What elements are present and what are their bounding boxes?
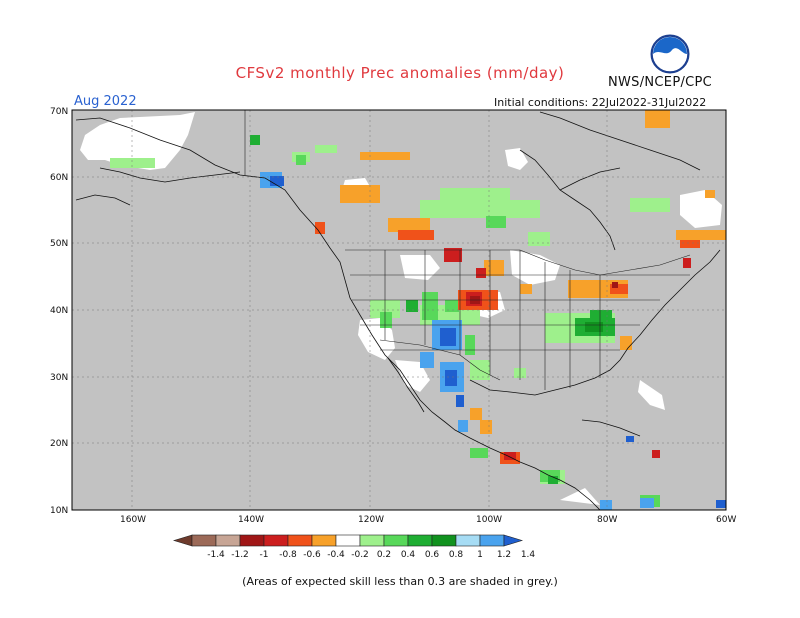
colorbar-swatch [215, 534, 241, 547]
colorbar-swatch [263, 534, 289, 547]
lat-label-10n: 10N [50, 506, 68, 516]
colorbar-arrow-right [503, 534, 524, 547]
colorbar-label: 1.2 [497, 550, 511, 560]
lon-label-80w: 80W [597, 515, 617, 525]
colorbar-label: 0.6 [425, 550, 440, 560]
initial-conditions: Initial conditions: 22Jul2022-31Jul2022 [494, 96, 707, 109]
colorbar-label: 0.2 [377, 550, 391, 560]
skill-footnote: (Areas of expected skill less than 0.3 a… [242, 575, 558, 588]
lon-label-140w: 140W [238, 515, 264, 525]
map-content [72, 110, 726, 510]
longitude-labels: 160W 140W 120W 100W 80W 60W [120, 515, 736, 525]
lat-label-20n: 20N [50, 439, 68, 449]
colorbar-swatch [287, 534, 313, 547]
colorbar-swatch [359, 534, 385, 547]
colorbar-swatch [455, 534, 481, 547]
political-boundaries [244, 110, 691, 390]
latitude-labels: 70N 60N 50N 40N 30N 20N 10N [50, 107, 68, 516]
colorbar-swatch [431, 534, 457, 547]
lon-label-160w: 160W [120, 515, 146, 525]
map-frame [71, 109, 727, 511]
colorbar-label: -1.4 [207, 550, 225, 560]
coastlines [75, 111, 721, 510]
colorbar-swatch [383, 534, 409, 547]
noaa-logo [650, 34, 690, 74]
colorbar-swatch [311, 534, 337, 547]
colorbar-label: 0.8 [449, 550, 464, 560]
colorbar-label: 1 [477, 550, 483, 560]
lat-label-70n: 70N [50, 107, 68, 117]
lat-label-40n: 40N [50, 306, 68, 316]
lon-label-60w: 60W [716, 515, 736, 525]
agency-label: NWS/NCEP/CPC [608, 75, 713, 90]
colorbar-swatch [335, 534, 361, 547]
colorbar-label: 0.4 [401, 550, 416, 560]
colorbar-label: -1 [260, 550, 269, 560]
lat-label-50n: 50N [50, 239, 68, 249]
colorbar-swatch [479, 534, 505, 547]
colorbar-label: -0.4 [327, 550, 345, 560]
colorbar-arrow-left [172, 534, 193, 547]
colorbar: -1.4 -1.2 -1 -0.8 -0.6 -0.4 -0.2 0.2 0.4 0.6 0.8 1 1… [172, 534, 536, 560]
lon-label-100w: 100W [476, 515, 502, 525]
colorbar-label: -1.2 [231, 550, 249, 560]
lat-label-30n: 30N [50, 373, 68, 383]
lat-label-60n: 60N [50, 173, 68, 183]
forecast-month: Aug 2022 [74, 94, 137, 109]
colorbar-label: -0.8 [279, 550, 297, 560]
colorbar-label: -0.2 [351, 550, 369, 560]
colorbar-swatch [191, 534, 217, 547]
lon-label-120w: 120W [358, 515, 384, 525]
colorbar-label: 1.4 [521, 550, 536, 560]
graticule [72, 110, 726, 510]
map-title: CFSv2 monthly Prec anomalies (mm/day) [235, 64, 565, 82]
colorbar-label: -0.6 [303, 550, 321, 560]
colorbar-swatch [407, 534, 433, 547]
colorbar-swatch [239, 534, 265, 547]
